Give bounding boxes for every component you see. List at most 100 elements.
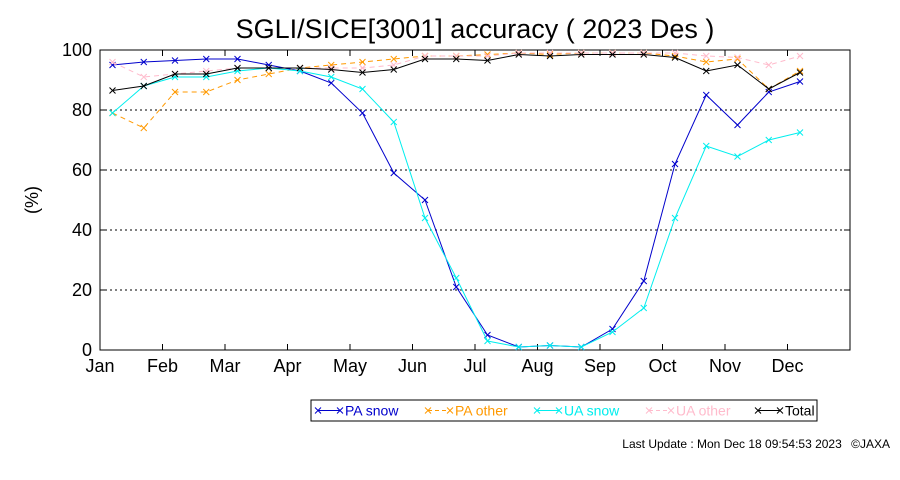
x-tick-label: Apr [273,356,301,376]
data-point [796,78,804,85]
data-point [171,88,179,96]
data-point [390,66,398,73]
legend-box [310,399,818,422]
data-point [734,55,741,63]
data-point [140,124,148,132]
data-point [577,343,585,351]
data-point [640,277,648,285]
legend-label: Total [785,403,815,419]
legend-item: PA snow [314,403,399,419]
data-point [234,67,241,75]
legend-label: PA other [455,403,508,419]
legend-marker [446,407,454,414]
x-tick-label: Jul [463,356,486,376]
data-point [702,67,710,75]
data-point [390,55,398,63]
data-point [609,325,616,333]
data-point [546,52,554,60]
data-point [327,73,335,81]
grid-lines [100,109,850,291]
data-point [234,64,241,72]
data-point [484,337,491,345]
legend-label: PA snow [345,403,399,419]
x-tick-label: Aug [521,356,553,376]
data-point [702,142,710,150]
data-point [421,196,429,204]
data-point [202,67,210,75]
legend: PA snow PA other UA snow UA other Total [310,399,818,422]
data-point [640,304,648,312]
data-point [327,66,335,73]
y-tick-label: 100 [62,40,92,60]
legend-item: Total [754,403,815,419]
axes: 0 20 40 60 80 100 Jan Feb Mar Apr May Jun Jul Aug Sep O… [62,40,851,376]
legend-item: UA other [645,403,731,419]
data-point [765,136,773,144]
data-point [546,49,554,57]
data-point [359,85,366,93]
data-point [421,55,429,63]
data-point [109,109,116,117]
x-tick-label: Jun [398,356,427,376]
x-tick-label: Jan [85,356,114,376]
data-point [671,214,679,222]
x-tick-label: Nov [709,356,741,376]
data-point [765,88,773,96]
data-point [765,61,773,69]
legend-marker [533,407,541,414]
y-tick-label: 60 [72,160,92,180]
data-point [671,160,679,168]
data-point [140,73,148,81]
x-tick-label: Sep [584,356,616,376]
data-point [734,121,741,129]
data-point [702,52,710,60]
series-total [109,51,804,94]
series-line [112,52,801,78]
data-point [452,283,460,291]
data-point [202,70,210,78]
data-point [515,51,523,58]
series-line [112,53,801,91]
series-layer [109,49,804,351]
data-point [234,55,241,63]
x-tick-label: Mar [210,356,241,376]
data-point [640,51,648,58]
y-tick-label: 40 [72,220,92,240]
data-point [421,214,429,222]
copyright-text: ©JAXA [851,437,890,451]
y-tick-label: 0 [82,340,92,360]
data-point [359,69,366,76]
data-point [140,82,148,90]
data-point [671,54,679,61]
y-tick-label: 80 [72,100,92,120]
series-line [112,52,801,129]
data-point [609,328,616,336]
legend-label: UA other [676,403,731,419]
legend-marker [667,407,675,414]
legend-marker [314,407,322,414]
data-point [452,52,460,60]
data-point [452,274,460,282]
data-point [734,54,741,61]
series-ua-snow [109,64,804,351]
data-point [484,57,491,64]
data-point [202,55,210,63]
data-point [171,57,179,64]
data-point [202,88,210,96]
x-tick-label: Feb [147,356,178,376]
x-tick-label: Dec [771,356,803,376]
data-point [546,342,554,349]
legend-marker [776,407,784,414]
data-point [109,58,116,66]
x-tick-label: May [333,356,367,376]
legend-marker [645,407,653,414]
data-point [390,169,398,177]
data-point [796,52,804,60]
data-point [390,118,398,126]
data-point [452,55,460,63]
data-point [296,67,304,75]
data-point [515,343,523,351]
series-pa-snow [109,55,804,351]
legend-item: PA other [424,403,508,419]
series-line [112,58,801,348]
